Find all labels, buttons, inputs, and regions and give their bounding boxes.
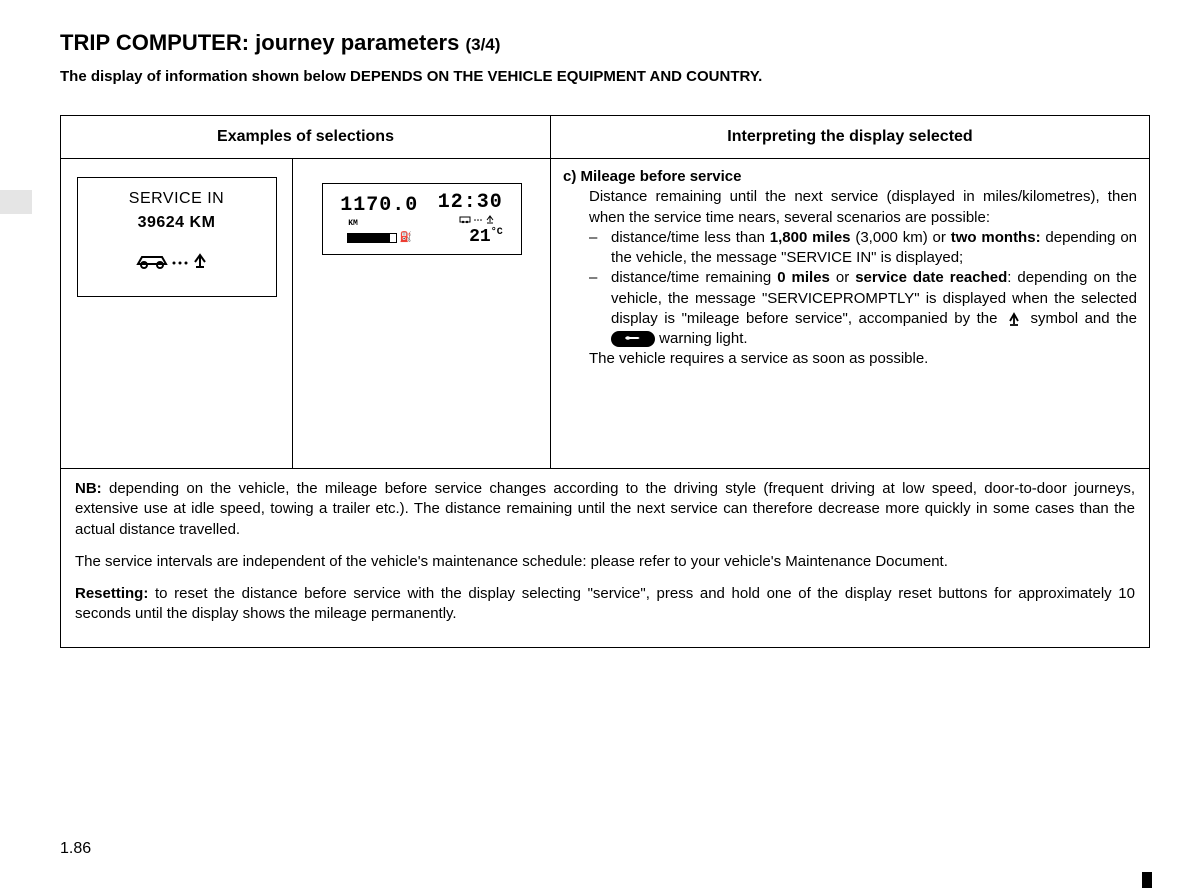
reset-text: to reset the distance before service wit… [75, 585, 1135, 622]
lcd2-km-label: KM [348, 219, 358, 228]
lcd2-mini-icons [459, 214, 503, 227]
table-content-row: SERVICE IN 39624 KM [61, 159, 1150, 469]
lcd-display-2: 1170.0 KM ⛽ 12:30 [322, 183, 522, 255]
interp-label: c) Mileage before service [563, 168, 741, 185]
bullet-1: distance/time less than 1,800 miles (3,0… [589, 228, 1137, 269]
note-resetting: Resetting: to reset the distance before … [75, 584, 1135, 625]
content-table: Examples of selections Interpreting the … [60, 115, 1150, 648]
page-number: 1.86 [60, 840, 91, 858]
reset-label: Resetting: [75, 585, 148, 602]
side-tab [0, 190, 32, 214]
page-title: TRIP COMPUTER: journey parameters (3/4) [60, 30, 1150, 56]
note-intervals: The service intervals are independent of… [75, 552, 1135, 572]
interpreting-cell: c) Mileage before service Distance remai… [551, 159, 1150, 469]
note-nb: NB: depending on the vehicle, the mileag… [75, 479, 1135, 540]
fuel-gauge-row: ⛽ [347, 232, 412, 244]
corner-crop-mark [1142, 872, 1152, 888]
header-interpreting: Interpreting the display selected [551, 116, 1150, 159]
title-main: TRIP COMPUTER: journey parameters [60, 30, 465, 55]
interp-bullets: distance/time less than 1,800 miles (3,0… [589, 228, 1137, 350]
lcd2-odometer: 1170.0 [340, 194, 418, 217]
temp-value: 21 [469, 227, 491, 247]
wrench-pill-icon [611, 331, 655, 347]
lcd-display-1: SERVICE IN 39624 KM [77, 177, 277, 297]
oil-can-icon [1004, 311, 1024, 327]
example-cell-1: SERVICE IN 39624 KM [61, 159, 293, 469]
fuel-pump-icon: ⛽ [400, 232, 412, 244]
lcd1-icons [132, 248, 222, 271]
lcd2-clock: 12:30 [438, 191, 503, 214]
lcd2-temp: 21°C [469, 227, 503, 247]
table-notes-row: NB: depending on the vehicle, the mileag… [61, 469, 1150, 648]
lcd1-line1: SERVICE IN [129, 190, 224, 208]
interp-closing: The vehicle requires a service as soon a… [589, 349, 1137, 369]
interp-intro: Distance remaining until the next servic… [589, 187, 1137, 228]
notes-cell: NB: depending on the vehicle, the mileag… [61, 469, 1150, 648]
car-service-icon [132, 249, 222, 271]
example-cell-2: 1170.0 KM ⛽ 12:30 [293, 159, 551, 469]
page-subtitle: The display of information shown below D… [60, 68, 1150, 85]
lcd1-line2: 39624 KM [138, 214, 216, 232]
table-header-row: Examples of selections Interpreting the … [61, 116, 1150, 159]
manual-page: TRIP COMPUTER: journey parameters (3/4) … [0, 0, 1200, 678]
title-page-indicator: (3/4) [465, 35, 500, 54]
interp-body: Distance remaining until the next servic… [589, 187, 1137, 369]
fuel-gauge-icon [347, 233, 397, 243]
header-examples: Examples of selections [61, 116, 551, 159]
nb-label: NB: [75, 480, 102, 497]
nb-text: depending on the vehicle, the mileage be… [75, 480, 1135, 538]
lcd2-left-col: 1170.0 KM ⛽ [340, 194, 418, 244]
bullet-2: distance/time remaining 0 miles or servi… [589, 268, 1137, 349]
temp-unit: °C [491, 227, 503, 238]
lcd2-right-col: 12:30 21°C [438, 191, 503, 247]
